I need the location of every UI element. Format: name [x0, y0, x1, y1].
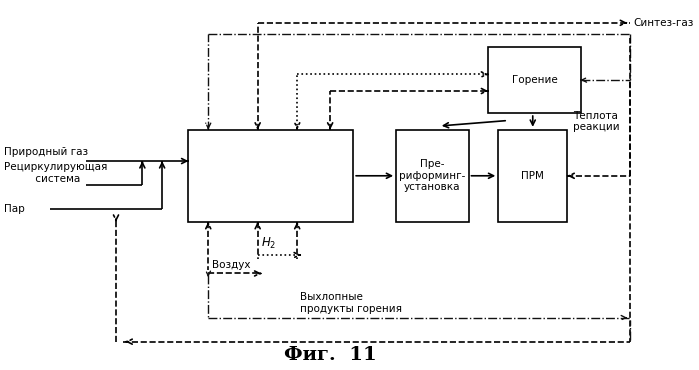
Text: Пре-
риформинг-
установка: Пре- риформинг- установка	[399, 159, 466, 192]
Text: Природный газ: Природный газ	[4, 147, 88, 157]
Text: Горение: Горение	[512, 75, 557, 85]
Text: Теплота
реакции: Теплота реакции	[572, 111, 619, 132]
Bar	[189, 130, 353, 222]
Text: Пар: Пар	[4, 204, 24, 214]
Text: Воздух: Воздух	[212, 260, 250, 270]
Bar	[498, 130, 568, 222]
Text: Синтез-газ: Синтез-газ	[633, 18, 693, 28]
Text: Фиг.  11: Фиг. 11	[284, 346, 377, 364]
Text: Рециркулирующая
 система: Рециркулирующая система	[4, 162, 108, 184]
Text: $H_2$: $H_2$	[261, 236, 276, 250]
Bar	[489, 47, 581, 113]
Text: Выхлопные
продукты горения: Выхлопные продукты горения	[301, 292, 403, 314]
Text: ПРМ: ПРМ	[521, 171, 545, 181]
Bar	[396, 130, 468, 222]
